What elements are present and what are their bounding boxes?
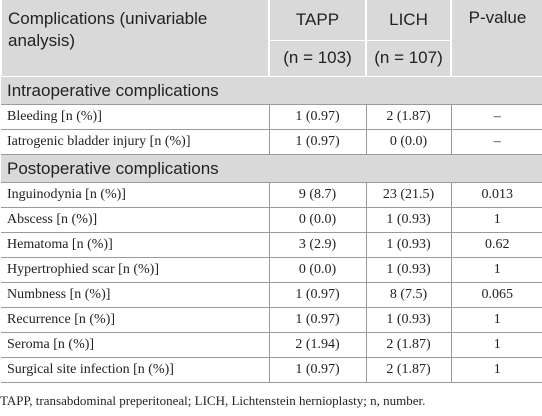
row-label: Hypertrophied scar [n (%)] [1, 257, 269, 283]
cell: 1 [450, 357, 542, 383]
cell: 1 (0.97) [268, 307, 366, 333]
data-row: Hypertrophied scar [n (%)] 0 (0.0) 1 (0.93… [1, 257, 542, 283]
cell: 1 (0.97) [268, 129, 366, 155]
count-header: (n = 107) [365, 39, 451, 78]
header-row: Complications (univariable analysis) TAP… [0, 0, 542, 77]
cell: 8 (7.5) [365, 282, 451, 308]
cell: 0 (0.0) [268, 207, 366, 233]
cell: 0 (0.0) [365, 129, 451, 155]
cell: 1 [450, 332, 542, 358]
footnote: TAPP, transabdominal preperitoneal; LICH… [0, 393, 426, 408]
header-row: (n = 103) (n = 107) [1, 39, 542, 78]
cell: 0 (0.0) [268, 257, 366, 283]
p-value-header: P-value [450, 0, 542, 77]
row-label: Surgical site infection [n (%)] [1, 357, 269, 383]
count-header: (n = 103) [268, 39, 366, 78]
cell: 1 (0.93) [365, 232, 451, 258]
row-label: Bleeding [n (%)] [1, 104, 269, 130]
data-row: Hematoma [n (%)] 3 (2.9) 1 (0.93) 0.62 [1, 232, 542, 258]
cell: 0.62 [450, 232, 542, 258]
row-label: Recurrence [n (%)] [1, 307, 269, 333]
cell: 1 [450, 207, 542, 233]
row-label: Inguinodynia [n (%)] [1, 182, 269, 208]
cell: – [450, 104, 542, 130]
row-label: Hematoma [n (%)] [1, 232, 269, 258]
data-row: Surgical site infection [n (%)] 1 (0.97) 2… [1, 357, 542, 383]
cell: 1 (0.93) [365, 307, 451, 333]
data-row: Abscess [n (%)] 0 (0.0) 1 (0.93) 1 [1, 207, 542, 233]
row-label: Iatrogenic bladder injury [n (%)] [1, 129, 269, 155]
row-label: Seroma [n (%)] [1, 332, 269, 358]
data-row: Recurrence [n (%)] 1 (0.97) 1 (0.93) 1 [1, 307, 542, 333]
section-row: Postoperative complications [1, 154, 542, 183]
cell: 1 (0.97) [268, 104, 366, 130]
section-title: Postoperative complications [1, 154, 542, 183]
cell: 1 [450, 307, 542, 333]
section-row: Intraoperative complications [1, 76, 542, 105]
cell: 23 (21.5) [365, 182, 451, 208]
row-label: Abscess [n (%)] [1, 207, 269, 233]
cell: 2 (1.87) [365, 357, 451, 383]
data-row: Numbness [n (%)] 1 (0.97) 8 (7.5) 0.065 [1, 282, 542, 308]
cell: 3 (2.9) [268, 232, 366, 258]
cell: 2 (1.94) [268, 332, 366, 358]
complications-table: Complications (univariable analysis) TAP… [0, 0, 542, 383]
data-row: Inguinodynia [n (%)] 9 (8.7) 23 (21.5) 0.01… [1, 182, 542, 208]
cell: 2 (1.87) [365, 104, 451, 130]
section-title: Intraoperative complications [1, 76, 542, 105]
cell: 1 (0.93) [365, 207, 451, 233]
cell: 2 (1.87) [365, 332, 451, 358]
cell: 1 (0.97) [268, 282, 366, 308]
row-label: Numbness [n (%)] [1, 282, 269, 308]
data-row: Iatrogenic bladder injury [n (%)] 1 (0.97… [1, 129, 542, 155]
cell: 1 (0.93) [365, 257, 451, 283]
cell: 0.065 [450, 282, 542, 308]
cell: – [450, 129, 542, 155]
data-row: Bleeding [n (%)] 1 (0.97) 2 (1.87) – [1, 104, 542, 130]
cell: 9 (8.7) [268, 182, 366, 208]
data-row: Seroma [n (%)] 2 (1.94) 2 (1.87) 1 [1, 332, 542, 358]
column-header: LICH [365, 0, 451, 41]
cell: 1 [450, 257, 542, 283]
cell: 0.013 [450, 182, 542, 208]
cell: 1 (0.97) [268, 357, 366, 383]
header-label: Complications (univariable analysis) [0, 0, 269, 77]
column-header: TAPP [268, 0, 366, 41]
